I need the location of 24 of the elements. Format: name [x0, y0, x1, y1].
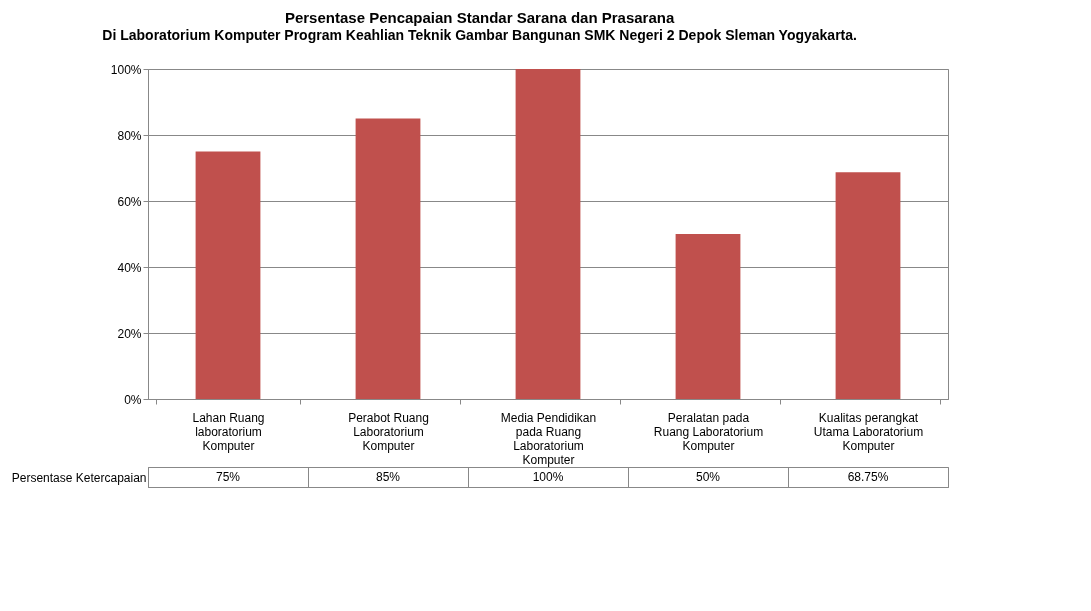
bar — [835, 172, 901, 399]
y-tick-label: 40% — [117, 260, 142, 275]
data-label: 85% — [375, 470, 401, 484]
y-tick-label: 80% — [117, 128, 142, 143]
data-label: 100% — [532, 470, 564, 484]
x-tick-label: Kualitas perangkat Utama Laboratorium Komputer — [813, 410, 924, 453]
data-label: 75% — [215, 470, 241, 484]
x-tick-label: Peralatan pada Ruang Laboratorium Komputer — [653, 410, 764, 453]
bar — [675, 234, 741, 399]
y-tick-label: 20% — [117, 326, 142, 341]
y-tick-label: 0% — [124, 392, 142, 407]
chart-title: Persentase Pencapaian Standar Sarana dan Prasarana — [284, 8, 675, 26]
data-label: 50% — [695, 470, 721, 484]
data-label: 68.75% — [847, 470, 889, 484]
x-tick-label: Lahan Ruang laboratorium Komputer — [192, 410, 265, 453]
y-tick-label: 60% — [117, 194, 142, 209]
text: Persentase Ketercapaian — [11, 470, 147, 485]
bar — [515, 69, 581, 399]
x-tick-label: Media Pendidikan pada Ruang Laboratorium Komputer — [500, 410, 597, 467]
chart-subtitle: Di Laboratorium Komputer Program Keahlian Teknik Gambar Bangunan SMK Negeri 2 Depok Sleman Yogyakarta. — [102, 26, 857, 43]
bar — [195, 151, 261, 399]
y-tick-label: 100% — [110, 62, 142, 77]
x-tick-label: Perabot Ruang Laboratorium Komputer — [348, 410, 429, 453]
bar — [355, 118, 421, 399]
